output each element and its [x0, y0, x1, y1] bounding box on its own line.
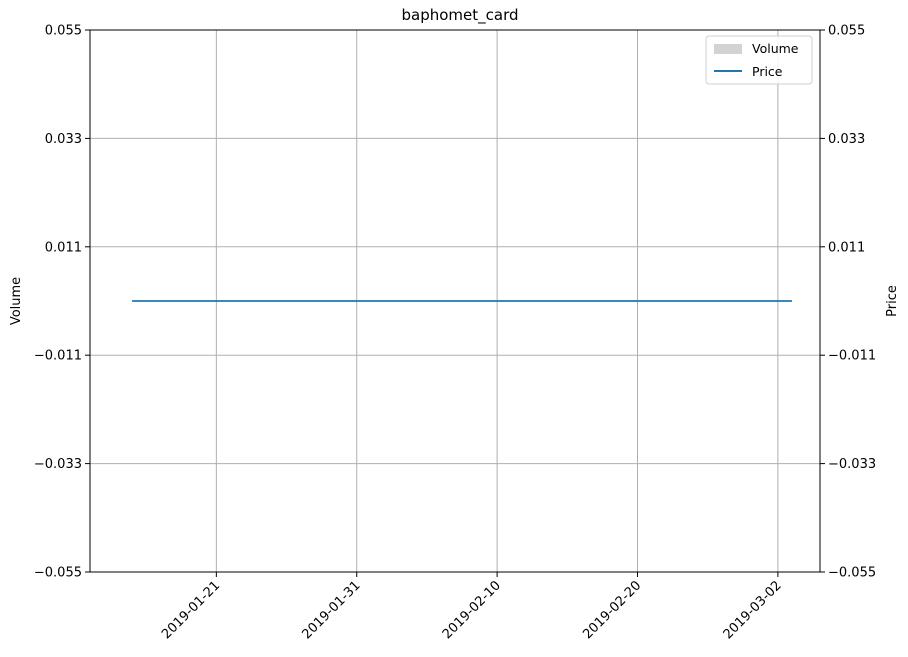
y-tick-label: 0.055: [45, 24, 82, 39]
y-tick-label: 0.033: [45, 132, 82, 147]
y-tick-label: −0.055: [34, 566, 82, 581]
y-tick-label: −0.011: [34, 349, 82, 364]
y2-tick-label: 0.033: [828, 132, 865, 147]
y-axis-title-left: Volume: [9, 277, 24, 325]
y2-tick-label: −0.055: [828, 566, 876, 581]
legend-label-volume: Volume: [752, 41, 799, 56]
right-y-axis: 0.055 0.033 0.011 −0.011 −0.033 −0.055: [820, 24, 876, 581]
left-y-axis: 0.055 0.033 0.011 −0.011 −0.033 −0.055: [34, 24, 90, 581]
y2-tick-label: 0.011: [828, 240, 865, 255]
y2-tick-label: −0.033: [828, 457, 876, 472]
y2-tick-label: 0.055: [828, 24, 865, 39]
y2-tick-label: −0.011: [828, 349, 876, 364]
legend-label-price: Price: [752, 64, 783, 79]
legend-swatch-volume: [714, 44, 742, 54]
y-axis-title-right: Price: [885, 285, 900, 317]
y-tick-label: −0.033: [34, 457, 82, 472]
y-tick-label: 0.011: [45, 240, 82, 255]
legend: Volume Price: [705, 35, 813, 85]
chart-title: baphomet_card: [401, 6, 518, 25]
plot-frame: [89, 29, 821, 573]
